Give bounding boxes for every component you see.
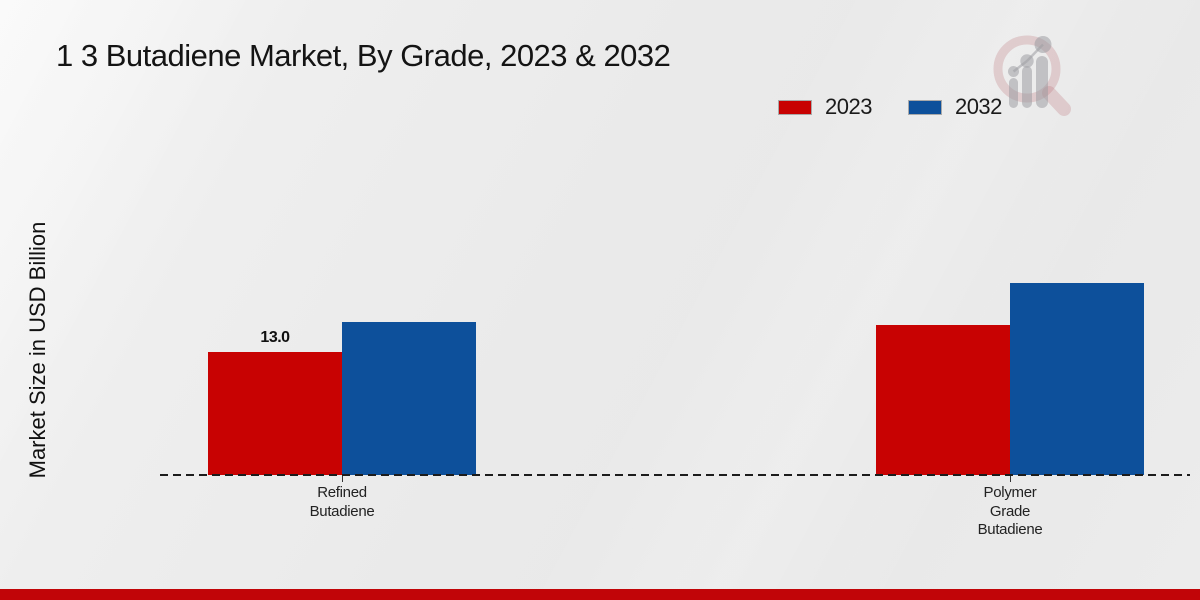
- legend: 2023 2032: [778, 94, 1002, 120]
- market-research-logo-watermark: [993, 35, 1071, 116]
- footer-accent-bar: [0, 589, 1200, 600]
- legend-swatch-2023: [778, 99, 812, 115]
- bar-2023-polymer-grade-butadiene: [876, 325, 1010, 475]
- bar-2032-polymer-grade-butadiene: [1010, 283, 1144, 475]
- x-axis-baseline: [160, 474, 1190, 476]
- legend-swatch-2032: [907, 99, 942, 115]
- category-label-polymer-grade-butadiene: Polymer Grade Butadiene: [977, 484, 1043, 538]
- x-axis-tick: [1010, 476, 1011, 482]
- chart-title: 1 3 Butadiene Market, By Grade, 2023 & 2…: [56, 38, 671, 73]
- legend-item-2023: 2023: [778, 94, 872, 120]
- category-label-refined-butadiene: Refined Butadiene: [309, 484, 375, 520]
- bar-2032-refined-butadiene: [342, 322, 476, 475]
- legend-label-2032: 2032: [954, 94, 1002, 119]
- legend-item-2032: 2032: [907, 94, 1002, 120]
- bar-value-label: 13.0: [260, 329, 290, 346]
- x-axis-tick: [342, 476, 343, 482]
- legend-label-2023: 2023: [825, 94, 872, 119]
- bar-2023-refined-butadiene: [208, 352, 342, 475]
